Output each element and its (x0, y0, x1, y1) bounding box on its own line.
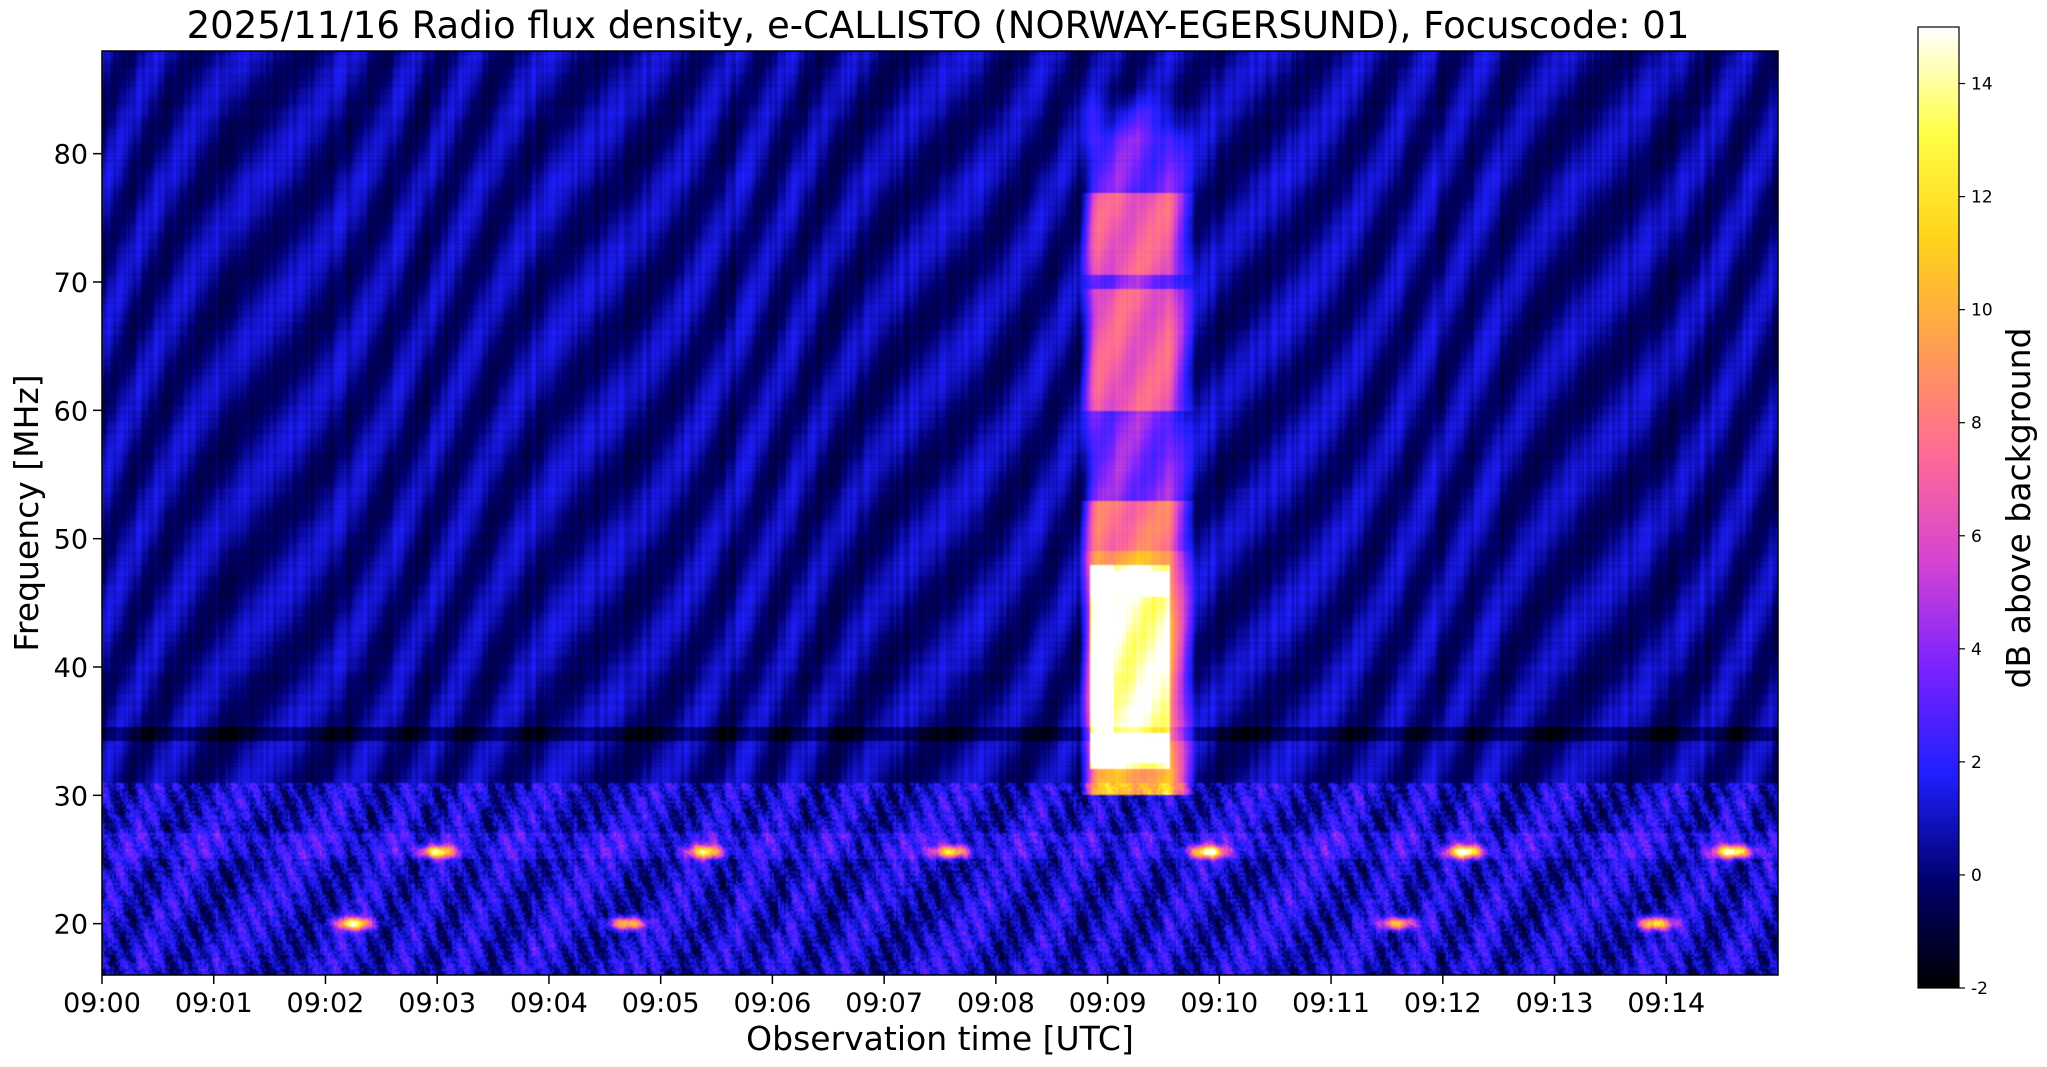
plot-area (101, 50, 1779, 976)
x-tick-label: 09:08 (957, 988, 1035, 1019)
x-axis: 09:00 09:01 09:02 09:03 09:04 09:05 09:06 09:07… (63, 975, 1705, 1019)
colorbar-tick-label: 6 (1971, 527, 1982, 547)
heatmap-raster-wrap (102, 51, 1778, 975)
y-tick-label: 30 (54, 781, 88, 812)
x-tick-label: 09:04 (510, 988, 588, 1019)
x-tick-label: 09:05 (622, 988, 700, 1019)
x-tick-label: 09:01 (175, 988, 253, 1019)
y-tick-label: 60 (54, 396, 88, 427)
colorbar-tick-label: -2 (1971, 979, 1988, 999)
y-tick-label: 50 (54, 525, 88, 556)
chart-title: 2025/11/16 Radio flux density, e-CALLIST… (187, 4, 1690, 47)
heatmap-raster (102, 51, 1778, 975)
colorbar-ticks: -2 0 2 4 6 8 10 12 14 (1959, 75, 1993, 999)
x-tick-label: 09:03 (398, 988, 476, 1019)
y-tick-label: 20 (54, 910, 88, 941)
y-axis-label: Frequency [MHz] (7, 374, 46, 651)
colorbar-tick-label: 4 (1971, 640, 1982, 660)
colorbar-tick-label: 8 (1971, 414, 1982, 434)
colorbar: -2 0 2 4 6 8 10 12 14 dB above background (1917, 26, 2038, 999)
x-tick-label: 09:11 (1292, 988, 1370, 1019)
y-tick-label: 40 (54, 653, 88, 684)
colorbar-label: dB above background (1999, 328, 2038, 689)
colorbar-tick-label: 14 (1971, 75, 1993, 95)
x-tick-label: 09:09 (1069, 988, 1147, 1019)
plot-frame (101, 50, 1779, 976)
x-tick-label: 09:02 (287, 988, 365, 1019)
x-tick-label: 09:13 (1516, 988, 1594, 1019)
x-tick-label: 09:06 (733, 988, 811, 1019)
x-tick-label: 09:14 (1627, 988, 1705, 1019)
colorbar-tick-label: 12 (1971, 188, 1993, 208)
x-tick-label: 09:10 (1180, 988, 1258, 1019)
x-tick-label: 09:07 (845, 988, 923, 1019)
colorbar-tick-label: 0 (1971, 866, 1982, 886)
y-axis: 20 30 40 50 60 70 80 (54, 140, 102, 941)
x-axis-label: Observation time [UTC] (746, 1019, 1134, 1058)
y-tick-label: 70 (54, 268, 88, 299)
y-tick-label: 80 (54, 140, 88, 171)
colorbar-tick-label: 2 (1971, 753, 1982, 773)
colorbar-scale (1917, 26, 1960, 989)
colorbar-tick-label: 10 (1971, 301, 1993, 321)
x-tick-label: 09:00 (63, 988, 141, 1019)
x-tick-label: 09:12 (1404, 988, 1482, 1019)
